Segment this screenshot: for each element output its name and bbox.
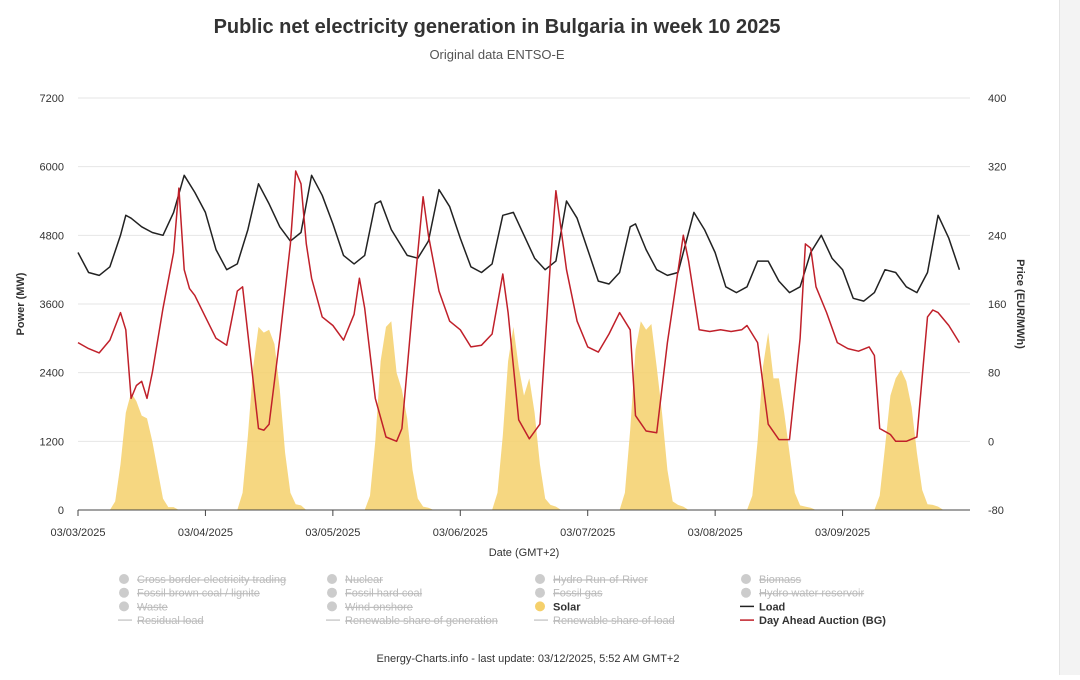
legend-label: Load bbox=[759, 601, 785, 613]
legend-item[interactable]: Fossil brown coal / lignite bbox=[119, 587, 260, 600]
y-tick-label-left: 6000 bbox=[40, 162, 64, 174]
legend-item[interactable]: Cross border electricity trading bbox=[119, 574, 286, 586]
legend-label: Residual load bbox=[137, 615, 204, 627]
legend-label: Nuclear bbox=[345, 574, 383, 586]
y-tick-label-right: 80 bbox=[988, 368, 1000, 380]
legend-dot-icon bbox=[741, 574, 751, 584]
x-axis-ticks: 03/03/2025 03/04/2025 03/05/2025 03/06/2025… bbox=[50, 510, 870, 539]
legend-item[interactable]: Fossil hard coal bbox=[327, 587, 422, 600]
legend-label: Solar bbox=[553, 601, 581, 613]
legend-label: Day Ahead Auction (BG) bbox=[759, 615, 886, 627]
series-area-group bbox=[78, 321, 965, 510]
x-axis-title: Date (GMT+2) bbox=[489, 547, 560, 559]
y-tick-label-right: 400 bbox=[988, 93, 1006, 105]
y-tick-label-left: 7200 bbox=[40, 93, 64, 105]
legend: Cross border electricity trading Nuclear H… bbox=[118, 574, 886, 627]
legend-label: Renewable share of generation bbox=[345, 615, 498, 627]
credits-text[interactable]: Energy-Charts.info - last update: 03/12/… bbox=[377, 653, 680, 665]
legend-dot-icon bbox=[119, 574, 129, 584]
y-axis-left-title: Power (MW) bbox=[15, 272, 27, 335]
y-axis-left-ticks: 0 1200 2400 3600 4800 6000 7200 bbox=[40, 93, 64, 517]
legend-label: Biomass bbox=[759, 574, 802, 586]
x-tick-label: 03/08/2025 bbox=[688, 527, 743, 539]
legend-dot-icon bbox=[535, 587, 545, 598]
chart-container: Public net electricity generation in Bul… bbox=[15, 16, 1026, 665]
legend-item[interactable]: Hydro Run-of-River bbox=[535, 574, 648, 586]
legend-dot-icon bbox=[119, 601, 129, 612]
legend-label: Hydro water reservoir bbox=[759, 588, 864, 600]
legend-item[interactable]: Wind onshore bbox=[327, 601, 413, 613]
legend-dot-icon bbox=[327, 574, 337, 584]
legend-dot-icon bbox=[119, 587, 129, 598]
legend-item[interactable]: Renewable share of generation bbox=[326, 615, 498, 627]
legend-item[interactable]: Load bbox=[740, 601, 785, 613]
legend-label: Renewable share of load bbox=[553, 615, 675, 627]
legend-dot-icon bbox=[327, 587, 337, 598]
y-tick-label-right: 320 bbox=[988, 162, 1006, 174]
legend-item[interactable]: Residual load bbox=[118, 615, 204, 627]
legend-label: Fossil gas bbox=[553, 588, 603, 600]
chart-svg: Public net electricity generation in Bul… bbox=[15, 16, 1026, 665]
legend-item[interactable]: Day Ahead Auction (BG) bbox=[740, 615, 886, 627]
legend-dot-icon bbox=[327, 601, 337, 612]
legend-item[interactable]: Hydro water reservoir bbox=[741, 587, 864, 600]
series-line-group bbox=[77, 170, 961, 443]
legend-label: Cross border electricity trading bbox=[137, 574, 286, 586]
series-load-line[interactable] bbox=[77, 174, 961, 302]
legend-dot-icon bbox=[741, 587, 751, 598]
legend-label: Hydro Run-of-River bbox=[553, 574, 648, 586]
chart-subtitle: Original data ENTSO-E bbox=[429, 47, 564, 62]
y-tick-label-left: 1200 bbox=[40, 436, 64, 448]
legend-label: Fossil brown coal / lignite bbox=[137, 588, 260, 600]
x-tick-label: 03/07/2025 bbox=[560, 527, 615, 539]
x-tick-label: 03/06/2025 bbox=[433, 527, 488, 539]
y-tick-label-right: -80 bbox=[988, 505, 1004, 517]
chart-title: Public net electricity generation in Bul… bbox=[214, 16, 781, 38]
series-day-ahead-auction-bg-line[interactable] bbox=[77, 170, 961, 443]
grid-lines bbox=[78, 97, 970, 442]
y-tick-label-left: 3600 bbox=[40, 299, 64, 311]
legend-label: Waste bbox=[137, 601, 168, 613]
legend-item[interactable]: Solar bbox=[535, 601, 581, 613]
x-tick-label: 03/04/2025 bbox=[178, 527, 233, 539]
series-solar-area[interactable] bbox=[78, 321, 965, 510]
legend-dot-icon bbox=[535, 574, 545, 584]
y-tick-label-right: 160 bbox=[988, 299, 1006, 311]
legend-item[interactable]: Biomass bbox=[741, 574, 802, 586]
y-tick-label-right: 240 bbox=[988, 230, 1006, 242]
y-tick-label-left: 0 bbox=[58, 505, 64, 517]
legend-dot-icon bbox=[535, 601, 545, 612]
y-axis-right-ticks: -80 0 80 160 240 320 400 bbox=[988, 93, 1006, 517]
y-axis-right-title: Price (EUR/MWh) bbox=[1014, 259, 1026, 349]
y-tick-label-left: 2400 bbox=[40, 368, 64, 380]
x-tick-label: 03/05/2025 bbox=[305, 527, 360, 539]
legend-label: Wind onshore bbox=[345, 601, 413, 613]
y-tick-label-left: 4800 bbox=[40, 230, 64, 242]
page-scrollbar[interactable] bbox=[1059, 0, 1080, 675]
legend-label: Fossil hard coal bbox=[345, 588, 422, 600]
legend-item[interactable]: Nuclear bbox=[327, 574, 383, 586]
y-tick-label-right: 0 bbox=[988, 436, 994, 448]
x-tick-label: 03/09/2025 bbox=[815, 527, 870, 539]
legend-item[interactable]: Fossil gas bbox=[535, 587, 603, 600]
legend-item[interactable]: Waste bbox=[119, 601, 168, 613]
legend-item[interactable]: Renewable share of load bbox=[534, 615, 675, 627]
x-tick-label: 03/03/2025 bbox=[50, 527, 105, 539]
